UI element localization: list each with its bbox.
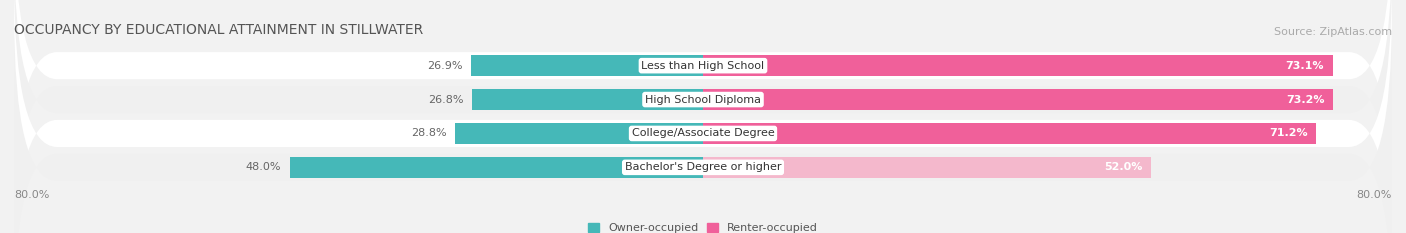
Text: 28.8%: 28.8% <box>411 128 446 138</box>
Bar <box>472 89 703 110</box>
Bar <box>456 123 703 144</box>
FancyBboxPatch shape <box>14 0 1392 233</box>
Text: 26.8%: 26.8% <box>427 95 464 105</box>
Text: 26.9%: 26.9% <box>427 61 463 71</box>
Legend: Owner-occupied, Renter-occupied: Owner-occupied, Renter-occupied <box>588 223 818 233</box>
Text: College/Associate Degree: College/Associate Degree <box>631 128 775 138</box>
Text: 73.2%: 73.2% <box>1286 95 1324 105</box>
Bar <box>703 157 1152 178</box>
Bar <box>471 55 703 76</box>
Bar <box>703 89 1333 110</box>
FancyBboxPatch shape <box>14 11 1392 233</box>
Text: 71.2%: 71.2% <box>1270 128 1308 138</box>
Bar <box>703 55 1333 76</box>
Text: Source: ZipAtlas.com: Source: ZipAtlas.com <box>1274 27 1392 37</box>
Text: High School Diploma: High School Diploma <box>645 95 761 105</box>
Text: Less than High School: Less than High School <box>641 61 765 71</box>
Text: 80.0%: 80.0% <box>1357 190 1392 200</box>
Bar <box>290 157 703 178</box>
FancyBboxPatch shape <box>14 0 1392 233</box>
Text: 73.1%: 73.1% <box>1285 61 1324 71</box>
Text: 52.0%: 52.0% <box>1104 162 1142 172</box>
Bar <box>703 123 1316 144</box>
Text: 48.0%: 48.0% <box>246 162 281 172</box>
Text: Bachelor's Degree or higher: Bachelor's Degree or higher <box>624 162 782 172</box>
Text: OCCUPANCY BY EDUCATIONAL ATTAINMENT IN STILLWATER: OCCUPANCY BY EDUCATIONAL ATTAINMENT IN S… <box>14 23 423 37</box>
Text: 80.0%: 80.0% <box>14 190 49 200</box>
FancyBboxPatch shape <box>14 0 1392 222</box>
